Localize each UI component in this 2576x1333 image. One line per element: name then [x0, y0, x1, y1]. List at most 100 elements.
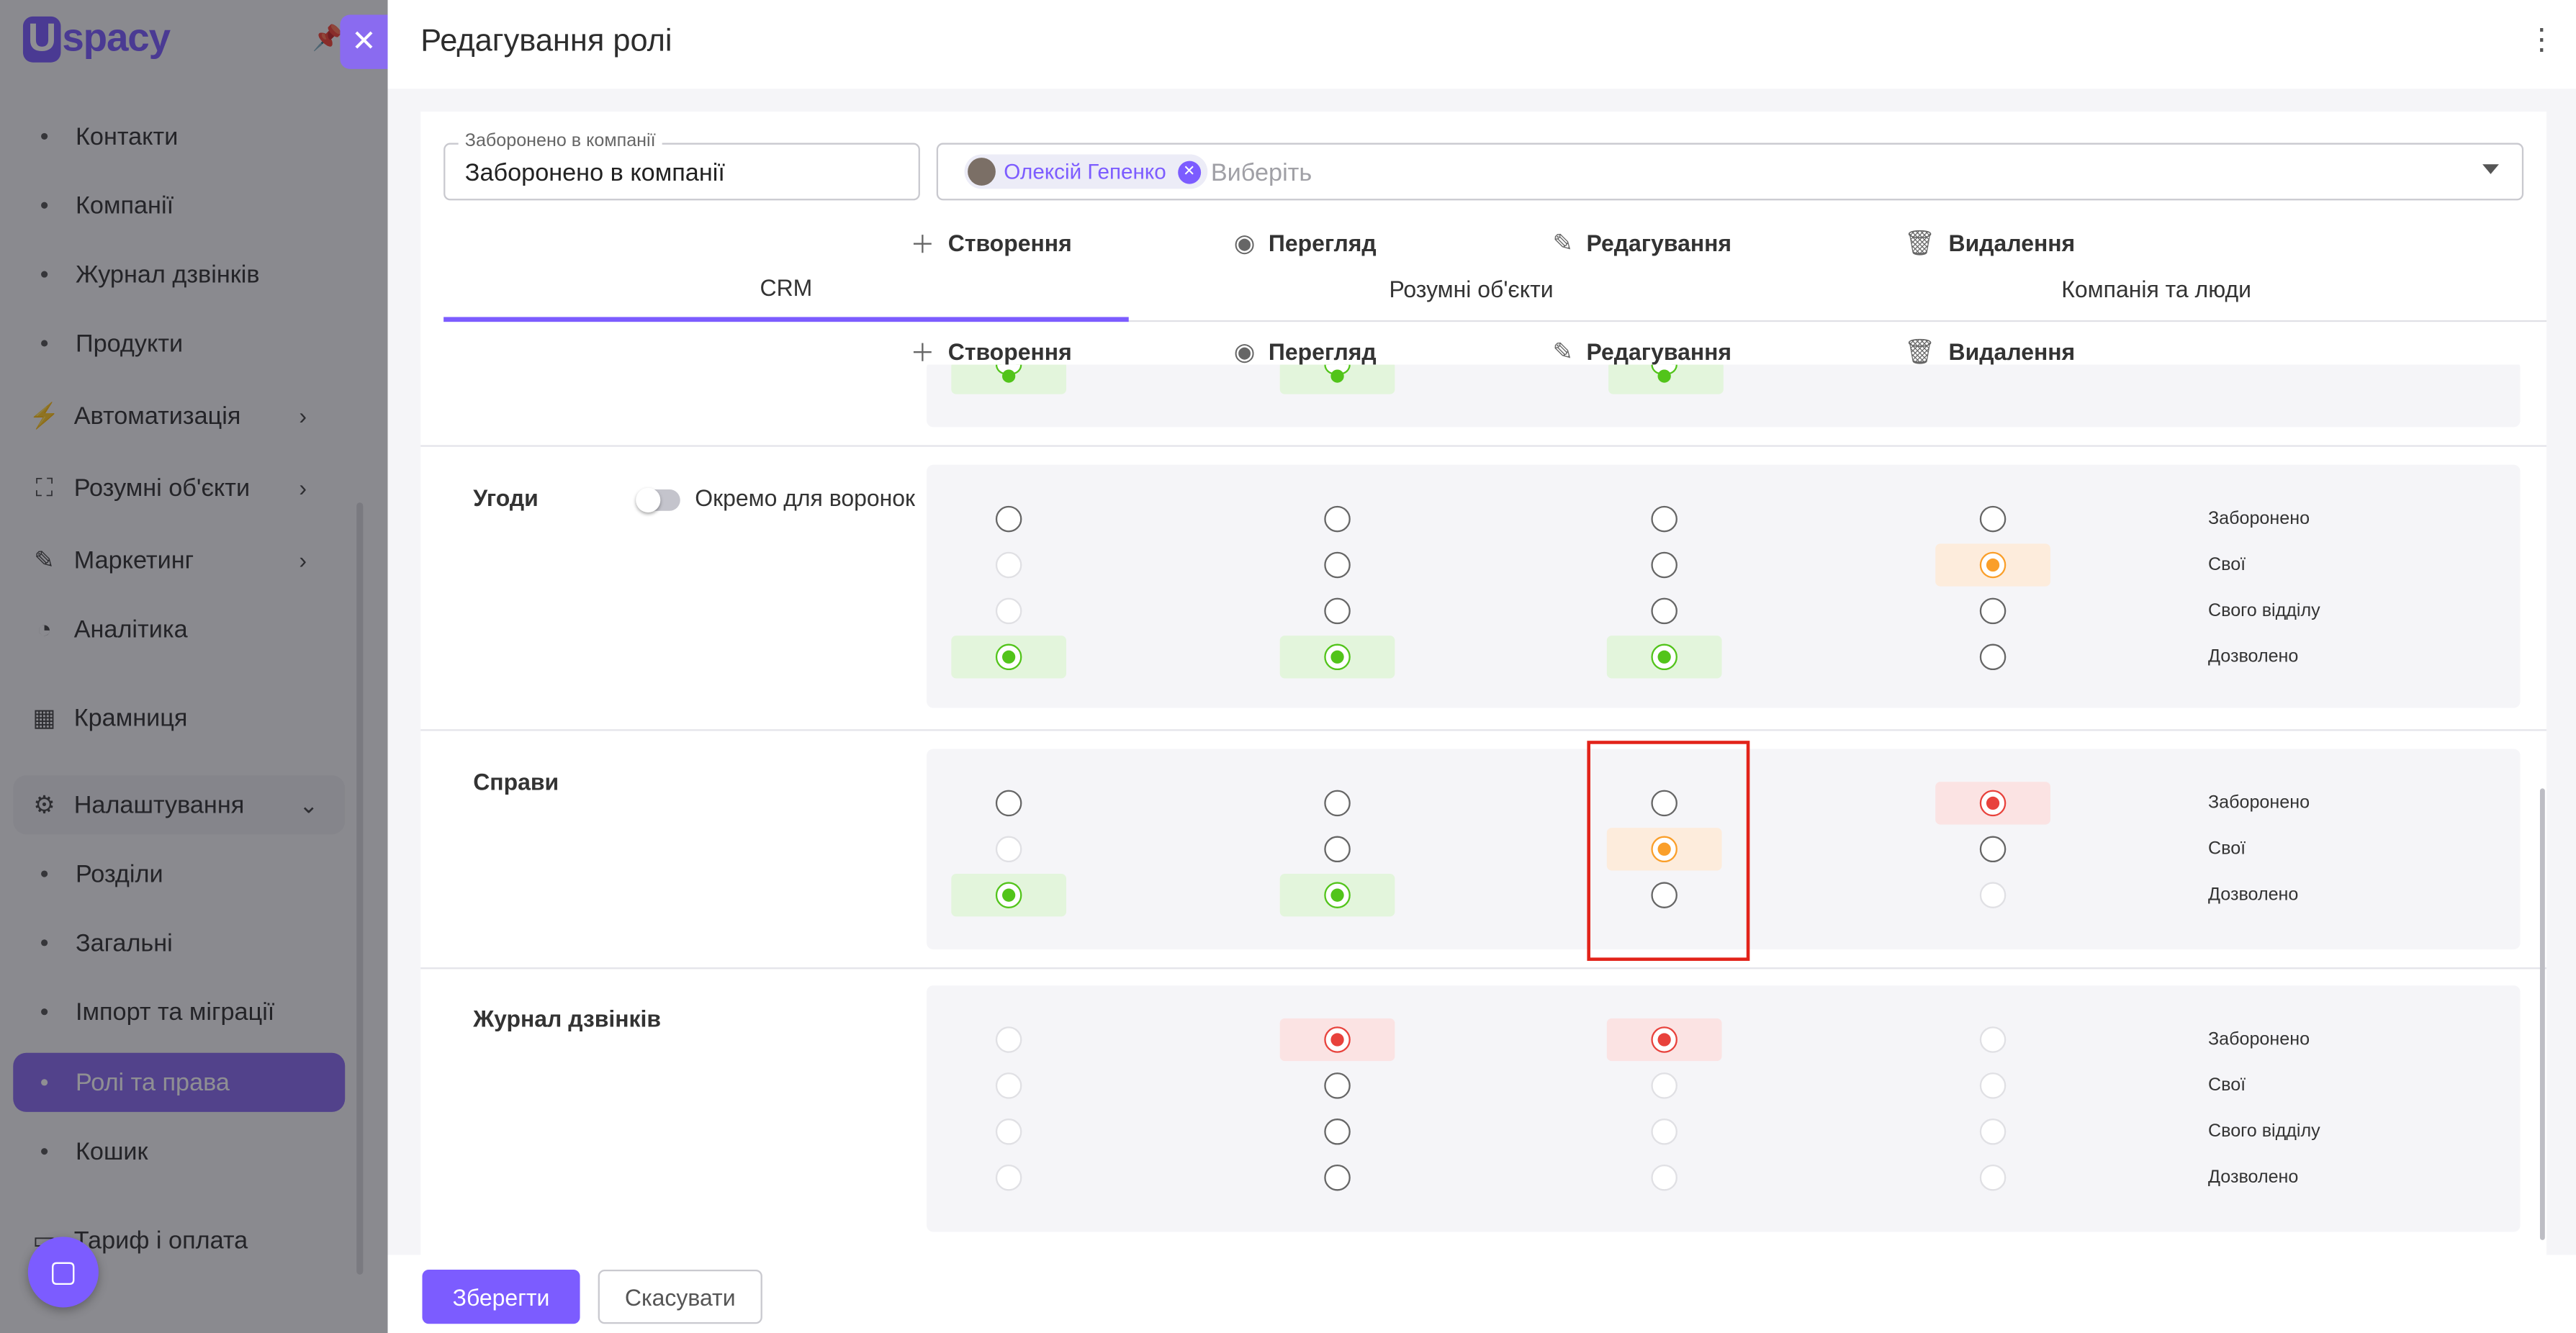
sidebar-item-marketing[interactable]: ✎ Маркетинг ›: [0, 530, 388, 589]
tab-company-people[interactable]: Компанія та люди: [2061, 276, 2251, 302]
radio-delete[interactable]: [1979, 597, 2007, 625]
modal-backdrop[interactable]: [0, 0, 388, 1333]
separate-funnels-toggle[interactable]: [636, 487, 680, 512]
sidebar-item-settings[interactable]: ⚙ Налаштування ⌄: [13, 775, 346, 835]
radio-create: [995, 1026, 1022, 1053]
radio-view[interactable]: [1324, 551, 1351, 579]
sidebar-item-contacts[interactable]: Контакти: [0, 107, 388, 166]
radio-create[interactable]: [995, 505, 1022, 533]
sidebar-item-smart-objects[interactable]: ⛶ Розумні об'єкти ›: [0, 458, 388, 518]
permission-level-label: Дозволено: [2208, 1167, 2299, 1188]
radio-view[interactable]: [1324, 1026, 1351, 1053]
pin-icon[interactable]: 📌: [312, 24, 343, 53]
permission-level-label: Свої: [2208, 555, 2246, 575]
sidebar-item-billing[interactable]: ▭ Тариф і оплата: [0, 1211, 388, 1270]
chevron-right-icon: ›: [299, 402, 307, 429]
radio-view[interactable]: [1324, 1164, 1351, 1191]
radio-edit[interactable]: [1651, 836, 1677, 863]
radio-delete: [1979, 1119, 2007, 1145]
cancel-button[interactable]: Скасувати: [598, 1269, 762, 1324]
save-button[interactable]: Зберегти: [422, 1269, 580, 1324]
sidebar-item-call-log[interactable]: Журнал дзвінків: [0, 245, 388, 304]
header-cover: [420, 322, 2547, 365]
radio-partial: [1651, 364, 1677, 382]
radio-view[interactable]: [1324, 643, 1351, 671]
previous-row-block: [927, 361, 2521, 428]
remove-chip-icon[interactable]: ✕: [1177, 160, 1201, 184]
radio-create: [995, 836, 1022, 863]
radio-edit[interactable]: [1651, 882, 1677, 908]
pencil-icon: ✎: [1552, 338, 1574, 366]
sidebar-item-automation[interactable]: ⚡ Автоматизація ›: [0, 386, 388, 445]
radio-edit: [1651, 1072, 1677, 1099]
column-edit: ✎ Редагування: [1552, 227, 1731, 260]
radio-create[interactable]: [995, 643, 1022, 671]
sidebar-item-import[interactable]: Імпорт та міграції: [0, 982, 388, 1041]
sidebar-item-analytics[interactable]: ◔ Аналітика: [0, 600, 388, 659]
tabs: CRM Розумні об'єкти Компанія та люди: [443, 256, 2547, 322]
users-placeholder: Виберіть: [1210, 159, 1312, 188]
plus-icon: ＋: [910, 339, 935, 368]
radio-edit[interactable]: [1651, 790, 1677, 817]
close-icon[interactable]: ✕: [340, 14, 388, 69]
radio-edit[interactable]: [1651, 1026, 1677, 1053]
radio-create[interactable]: [995, 882, 1022, 908]
permission-level-label: Дозволено: [2208, 885, 2299, 905]
sidebar-item-products[interactable]: Продукти: [0, 314, 388, 373]
role-name-field[interactable]: Заборонено в компанії Заборонено в компа…: [443, 131, 920, 201]
radio-delete[interactable]: [1979, 505, 2007, 533]
tab-crm[interactable]: CRM: [443, 256, 1129, 322]
megaphone-icon: ✎: [34, 546, 55, 575]
radio-view[interactable]: [1324, 836, 1351, 863]
sidebar-item-store[interactable]: ▦ Крамниця: [0, 688, 388, 747]
separate-funnels-label: Окремо для воронок: [695, 484, 916, 511]
panel-scrollbar[interactable]: [2539, 788, 2545, 1240]
radio-partial: [1324, 364, 1351, 382]
section-title-deals: Угоди: [473, 484, 539, 511]
radio-create[interactable]: [995, 790, 1022, 817]
chevron-right-icon: ›: [299, 474, 307, 502]
radio-delete[interactable]: [1979, 790, 2007, 817]
radio-delete[interactable]: [1979, 643, 2007, 671]
store-icon: ▦: [32, 704, 56, 733]
radio-view[interactable]: [1324, 790, 1351, 817]
column-delete: 🗑 Видалення: [1904, 227, 2075, 260]
radio-edit[interactable]: [1651, 551, 1677, 579]
radio-delete: [1979, 1072, 2007, 1099]
more-vertical-icon[interactable]: ⋮: [2526, 22, 2557, 56]
plus-icon: ＋: [910, 230, 935, 259]
tab-smart-objects[interactable]: Розумні об'єкти: [1389, 276, 1554, 302]
user-chip: Олексій Гепенко ✕: [964, 154, 1207, 189]
column-view: ◉ Перегляд: [1234, 227, 1377, 260]
radio-delete[interactable]: [1979, 551, 2007, 579]
sidebar-item-roles[interactable]: Ролі та права: [13, 1052, 346, 1112]
bullet-icon: [41, 939, 48, 946]
radio-delete[interactable]: [1979, 836, 2007, 863]
radio-edit[interactable]: [1651, 643, 1677, 671]
permission-level-label: Дозволено: [2208, 647, 2299, 667]
caret-down-icon[interactable]: [2482, 164, 2499, 174]
sidebar-scrollbar[interactable]: [356, 502, 364, 1275]
bullet-icon: [41, 340, 48, 347]
radio-edit[interactable]: [1651, 505, 1677, 533]
radio-view[interactable]: [1324, 597, 1351, 625]
users-select[interactable]: Олексій Гепенко ✕ Виберіть: [936, 143, 2524, 201]
sidebar-item-general[interactable]: Загальні: [0, 913, 388, 972]
sidebar-item-companies[interactable]: Компанії: [0, 176, 388, 235]
radio-edit[interactable]: [1651, 597, 1677, 625]
eye-icon: ◉: [1233, 338, 1256, 366]
radio-view[interactable]: [1324, 1072, 1351, 1099]
permission-level-label: Заборонено: [2208, 1029, 2310, 1050]
sidebar-item-sections[interactable]: Розділи: [0, 844, 388, 903]
panel-header: Редагування ролі ⋮: [387, 0, 2576, 89]
radio-view[interactable]: [1324, 882, 1351, 908]
sidebar-item-trash[interactable]: Кошик: [0, 1122, 388, 1181]
permission-level-label: Свого відділу: [2208, 1121, 2320, 1142]
radio-view[interactable]: [1324, 1119, 1351, 1145]
user-chip-label: Олексій Гепенко: [1004, 159, 1166, 184]
radio-view[interactable]: [1324, 505, 1351, 533]
radio-partial: [995, 364, 1022, 382]
chat-icon[interactable]: ▢: [27, 1237, 99, 1308]
